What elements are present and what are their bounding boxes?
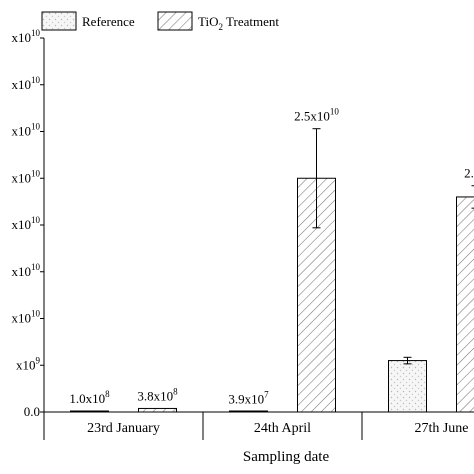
data-labels: 1.0x108 3.9x107 3.8x108 2.5x1010 2.3x: [69, 107, 474, 407]
bar: [70, 410, 109, 413]
bar: [229, 410, 268, 413]
x-category-label: 23rd January: [87, 421, 160, 436]
legend-label: Reference: [82, 14, 135, 29]
y-tick-label: 0.0: [24, 404, 40, 419]
x-axis-title: Sampling date: [243, 449, 330, 465]
data-label: 2.3x: [464, 166, 474, 181]
bar: [456, 196, 474, 413]
y-tick-label: x1010: [12, 28, 41, 45]
y-tick-label: x1010: [12, 215, 41, 232]
y-tick-label: x109: [16, 355, 41, 372]
data-label: 2.5x1010: [294, 107, 339, 124]
data-label: 3.9x107: [228, 390, 269, 407]
legend-swatch: [157, 11, 193, 31]
bar: [138, 407, 177, 413]
legend: Reference TiO2 Treatment: [41, 11, 279, 32]
y-tick-label: x1010: [12, 122, 41, 139]
y-tick-label: x1010: [12, 309, 41, 326]
bar: [388, 360, 427, 413]
axes: 0.0 x109 x1010 x1010 x1010 x1010 x1010 x1010 x10…: [12, 28, 474, 440]
legend-label: TiO2 Treatment: [198, 14, 279, 32]
legend-swatch: [41, 11, 77, 31]
y-tick-label: x1010: [12, 75, 41, 92]
bars: [70, 128, 474, 413]
y-tick-label: x1010: [12, 168, 41, 185]
x-category-label: 27th June: [414, 421, 468, 436]
x-category-label: 24th April: [254, 421, 311, 436]
data-label: 3.8x108: [137, 386, 178, 403]
data-label: 1.0x108: [69, 389, 110, 406]
y-tick-label: x1010: [12, 262, 41, 279]
